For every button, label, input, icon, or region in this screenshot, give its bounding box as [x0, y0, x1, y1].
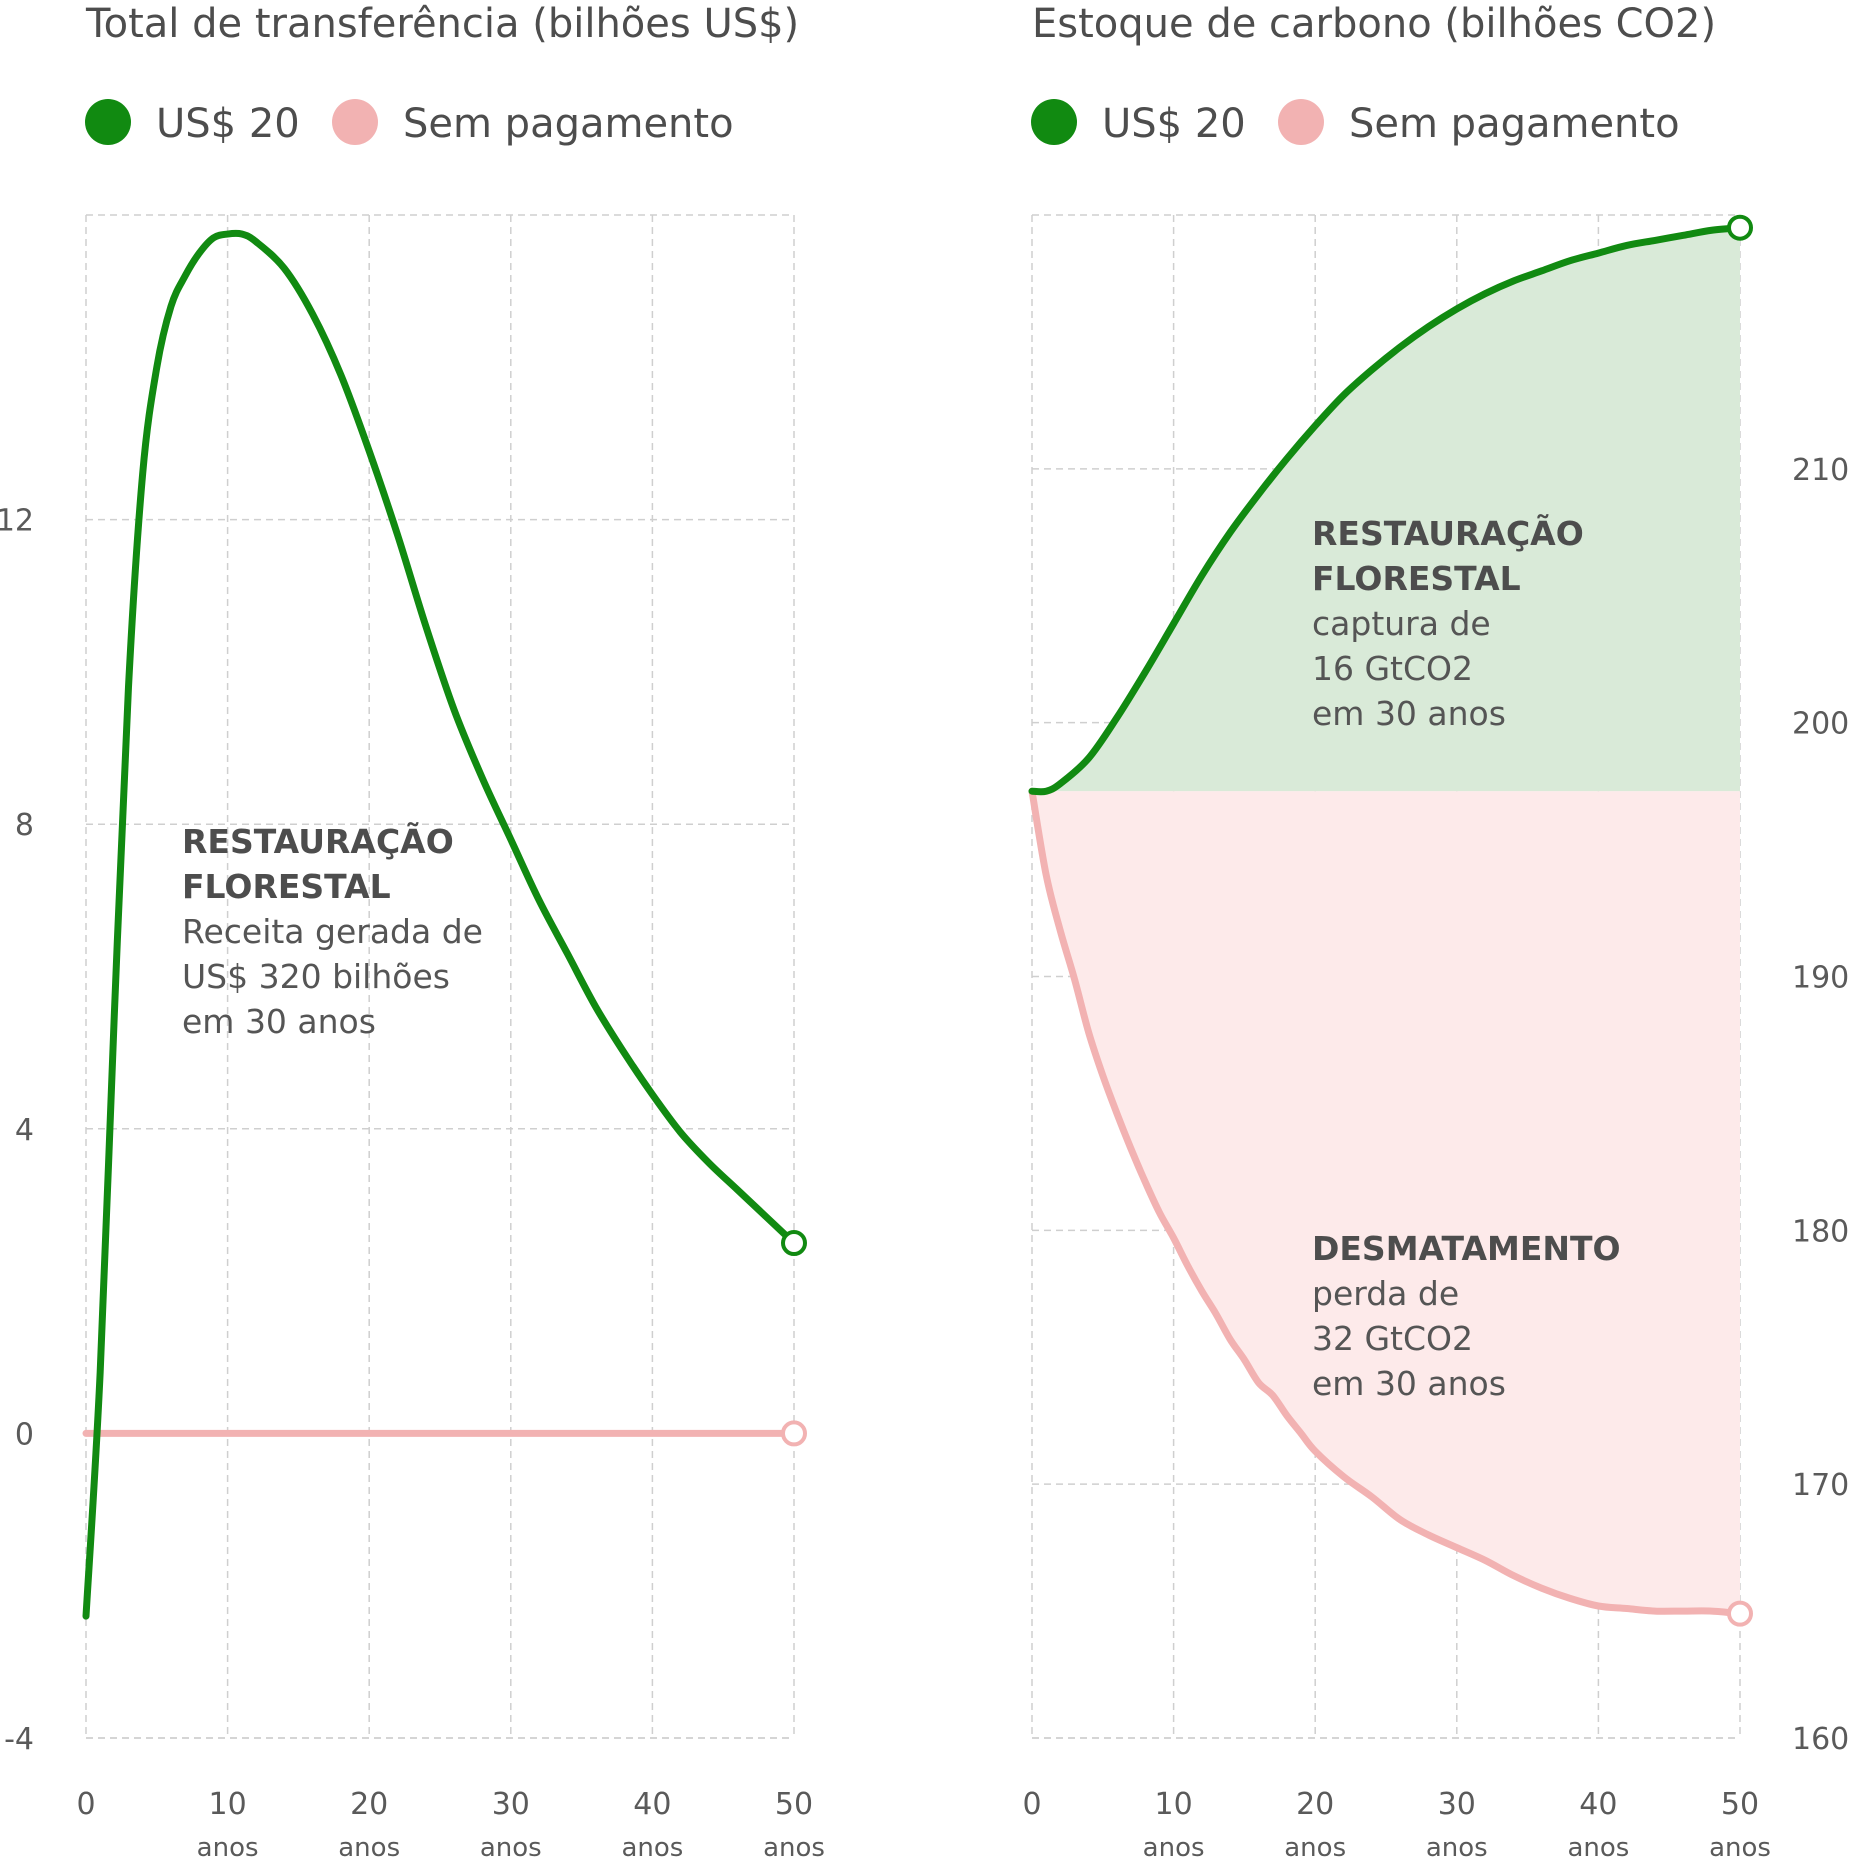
x-tick-label: 40 — [633, 1787, 671, 1822]
x-tick-unit: anos — [1567, 1833, 1629, 1863]
y-tick-label: 180 — [1792, 1214, 1849, 1249]
x-tick-label: 20 — [350, 1787, 388, 1822]
legend-swatch — [332, 99, 378, 145]
x-tick-unit: anos — [1284, 1833, 1346, 1863]
legend-swatch — [1031, 99, 1077, 145]
x-tick-label: 10 — [209, 1787, 247, 1822]
transfer-chart: Total de transferência (bilhões US$) US$ … — [0, 1, 825, 1863]
annotation-text: em 30 anos — [1312, 1364, 1506, 1403]
series-line — [1028, 787, 1744, 1618]
annotation-text: Receita gerada de — [182, 912, 483, 951]
chart-title: Estoque de carbono (bilhões CO2) — [1032, 1, 1716, 47]
y-tick-label: 200 — [1792, 707, 1849, 742]
annotation-text: em 30 anos — [182, 1002, 376, 1041]
series-end-marker — [781, 1420, 807, 1447]
area-fill — [1032, 791, 1740, 1614]
y-tick-label: 0 — [15, 1417, 34, 1452]
legend-label: US$ 20 — [156, 101, 300, 147]
x-tick-label: 0 — [1022, 1787, 1041, 1822]
legend-label: US$ 20 — [1102, 101, 1246, 147]
x-tick-unit: anos — [763, 1833, 825, 1863]
y-tick-label: 160 — [1792, 1722, 1849, 1757]
x-tick-unit: anos — [480, 1833, 542, 1863]
y-tick-label: 12 — [0, 504, 34, 539]
series-end-marker — [781, 1230, 807, 1257]
x-tick-unit: anos — [621, 1833, 683, 1863]
annotation-title: DESMATAMENTO — [1312, 1229, 1621, 1268]
x-tick-label: 30 — [1438, 1787, 1476, 1822]
series-end-marker — [1727, 1600, 1753, 1627]
annotation-text: captura de — [1312, 604, 1491, 643]
x-tick-unit: anos — [1709, 1833, 1771, 1863]
legend-label: Sem pagamento — [403, 101, 734, 147]
annotation-text: US$ 320 bilhões — [182, 957, 450, 996]
x-tick-unit: anos — [338, 1833, 400, 1863]
annotation-text: 16 GtCO2 — [1312, 649, 1473, 688]
annotation-text: 32 GtCO2 — [1312, 1319, 1473, 1358]
y-tick-label: 4 — [15, 1113, 34, 1148]
x-tick-label: 50 — [1721, 1787, 1759, 1822]
annotation-title: RESTAURAÇÃO — [182, 821, 454, 861]
series-end-marker — [1727, 214, 1753, 241]
annotation-text: perda de — [1312, 1274, 1459, 1313]
x-tick-unit: anos — [1426, 1833, 1488, 1863]
legend-label: Sem pagamento — [1349, 101, 1680, 147]
series-line — [82, 229, 798, 1620]
carbon-stock-chart: Estoque de carbono (bilhões CO2) US$ 20 Se… — [1022, 1, 1849, 1863]
y-tick-label: -4 — [4, 1722, 34, 1757]
legend-swatch — [1278, 99, 1324, 145]
y-tick-label: 170 — [1792, 1468, 1849, 1503]
y-tick-label: 190 — [1792, 961, 1849, 996]
annotation-title: RESTAURAÇÃO — [1312, 513, 1584, 553]
x-tick-label: 50 — [775, 1787, 813, 1822]
x-tick-label: 20 — [1296, 1787, 1334, 1822]
x-tick-label: 40 — [1579, 1787, 1617, 1822]
chart-title: Total de transferência (bilhões US$) — [85, 1, 799, 47]
y-tick-label: 8 — [15, 808, 34, 843]
x-tick-unit: anos — [197, 1833, 259, 1863]
x-tick-label: 30 — [492, 1787, 530, 1822]
annotation-text: em 30 anos — [1312, 694, 1506, 733]
x-tick-label: 10 — [1155, 1787, 1193, 1822]
legend-swatch — [85, 99, 131, 145]
y-tick-label: 210 — [1792, 453, 1849, 488]
x-tick-unit: anos — [1143, 1833, 1205, 1863]
x-tick-label: 0 — [76, 1787, 95, 1822]
series-line — [1028, 224, 1744, 796]
annotation-title: FLORESTAL — [182, 867, 391, 906]
area-fill — [1032, 227, 1740, 792]
annotation-title: FLORESTAL — [1312, 559, 1521, 598]
